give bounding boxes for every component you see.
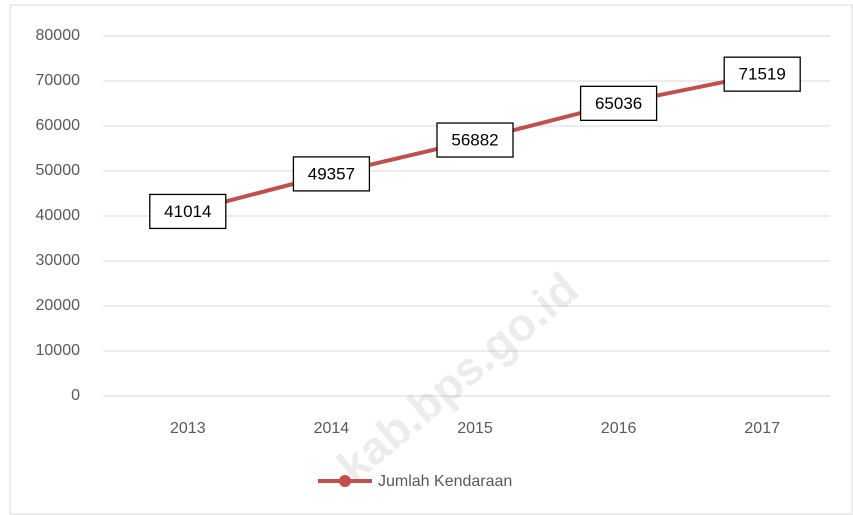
y-tick-label: 80000	[36, 27, 81, 44]
data-label: 65036	[595, 94, 642, 113]
y-tick-label: 60000	[36, 117, 81, 134]
x-tick-label: 2015	[457, 420, 493, 437]
data-label: 56882	[451, 131, 498, 150]
x-tick-label: 2016	[601, 420, 637, 437]
data-label: 71519	[739, 65, 786, 84]
legend-marker	[339, 475, 351, 487]
x-tick-label: 2013	[170, 420, 206, 437]
data-label-box	[723, 56, 801, 92]
y-tick-label: 40000	[36, 207, 81, 224]
data-label-box	[149, 193, 227, 230]
legend-label: Jumlah Kendaraan	[378, 473, 512, 490]
data-label: 41014	[164, 202, 211, 221]
y-tick-label: 50000	[36, 162, 81, 179]
x-tick-label: 2017	[744, 420, 780, 437]
data-label-box	[436, 122, 514, 158]
data-label-box	[292, 156, 371, 192]
chart-border	[9, 4, 853, 515]
x-tick-label: 2014	[314, 420, 350, 437]
data-label-box	[579, 85, 658, 121]
y-tick-label: 20000	[36, 297, 81, 314]
y-tick-label: 0	[71, 387, 80, 404]
y-tick-label: 30000	[36, 252, 81, 269]
y-tick-label: 70000	[36, 72, 81, 89]
y-tick-label: 10000	[36, 342, 81, 359]
data-label: 49357	[308, 164, 355, 183]
